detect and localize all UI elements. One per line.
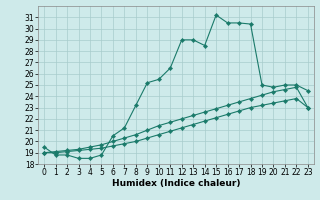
X-axis label: Humidex (Indice chaleur): Humidex (Indice chaleur): [112, 179, 240, 188]
